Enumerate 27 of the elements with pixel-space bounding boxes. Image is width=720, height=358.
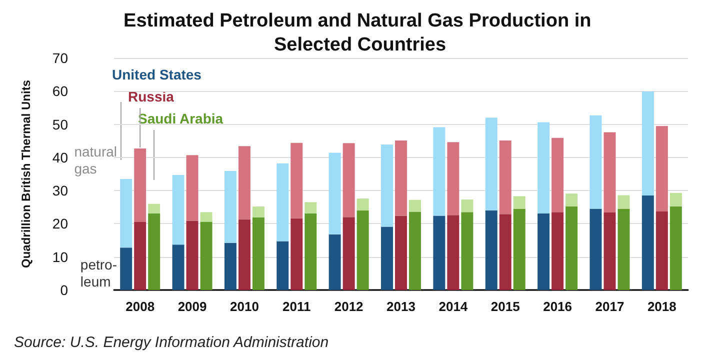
- x-tick-label: 2015: [490, 299, 520, 314]
- annotation: Saudi Arabia: [138, 110, 224, 126]
- x-tick-label: 2010: [230, 299, 259, 314]
- y-tick-label: 10: [52, 248, 68, 265]
- source-note: Source: U.S. Energy Information Administration: [14, 334, 329, 351]
- annotation: natural gas: [74, 144, 118, 176]
- x-tick-label: 2018: [647, 299, 676, 314]
- y-tick-label: 20: [52, 216, 68, 232]
- annotation: United States: [112, 66, 202, 82]
- annotation: petro- leum: [80, 256, 118, 290]
- x-tick-label: 2011: [282, 299, 311, 314]
- x-tick-label: 2009: [178, 299, 207, 314]
- x-tick-label: 2016: [543, 299, 572, 314]
- x-tick-label: 2008: [126, 299, 155, 314]
- x-tick-label: 2012: [334, 299, 364, 314]
- x-tick-label: 2013: [386, 299, 416, 314]
- x-tick-label: 2017: [595, 299, 624, 314]
- chart-title: Estimated Petroleum and Natural Gas Production in Selected Countries: [124, 10, 596, 56]
- y-tick-label: 0: [60, 282, 68, 298]
- y-tick-label: 50: [52, 116, 68, 132]
- y-tick-label: 30: [52, 182, 68, 199]
- x-tick-label: 2014: [438, 299, 468, 314]
- y-tick-label: 60: [52, 83, 68, 100]
- annotation: Russia: [128, 88, 174, 104]
- y-axis-title: Quadrillion British Thermal Units: [19, 80, 33, 268]
- y-tick-label: 40: [52, 149, 68, 166]
- y-tick-label: 70: [52, 50, 68, 66]
